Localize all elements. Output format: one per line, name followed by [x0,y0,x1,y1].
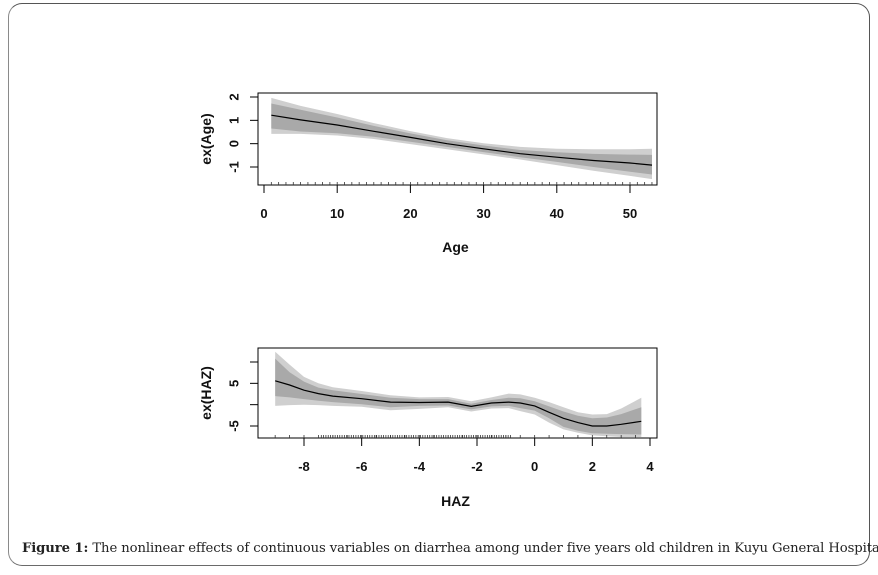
haz-y-axis-title: ex(HAZ) [198,366,214,420]
age-estimate-line [271,114,653,166]
age-x-tick-label: 50 [623,206,637,221]
caption-label: Figure 1: [22,541,89,556]
age-y-tick-label: 2 [227,93,242,100]
age-plot: 0 10 20 30 40 50 -1 0 1 2 Age ex(Age) [198,92,658,255]
age-x-axis-title: Age [442,239,469,255]
haz-y-tick-label: -5 [227,420,242,432]
haz-x-axis-title: HAZ [441,493,470,509]
age-x-tick-label: 40 [550,206,564,221]
figure-frame [8,3,870,566]
age-plot-box [257,92,658,186]
haz-x-tick-label: 2 [589,459,596,474]
caption-text: The nonlinear effects of continuous vari… [88,541,878,556]
haz-estimate-line [275,380,642,427]
age-x-tick-label: 20 [403,206,417,221]
age-x-tick-label: 30 [476,206,490,221]
haz-rug [274,435,636,438]
age-y-tick-label: 1 [227,117,242,124]
haz-x-tick-label: 0 [531,459,538,474]
haz-inner-confidence-band [275,358,642,435]
haz-x-tick-label: -6 [356,459,368,474]
haz-x-tick-label: -2 [471,459,483,474]
haz-x-tick-label: -4 [414,459,426,474]
age-x-tick-label: 10 [330,206,344,221]
haz-x-tick-label: 4 [646,459,654,474]
age-y-tick-label: 0 [227,140,242,147]
age-x-tick-label: 0 [260,206,267,221]
haz-y-tick-label: 5 [227,380,242,387]
age-y-axis-title: ex(Age) [198,113,214,164]
age-y-tick-label: -1 [227,161,242,173]
haz-plot: -8 -6 -4 -2 0 2 4 -5 5 HAZ ex(HAZ) [198,347,658,509]
figure-caption: Figure 1: The nonlinear effects of conti… [22,541,878,556]
age-rug [270,182,653,185]
haz-x-tick-label: -8 [298,459,310,474]
